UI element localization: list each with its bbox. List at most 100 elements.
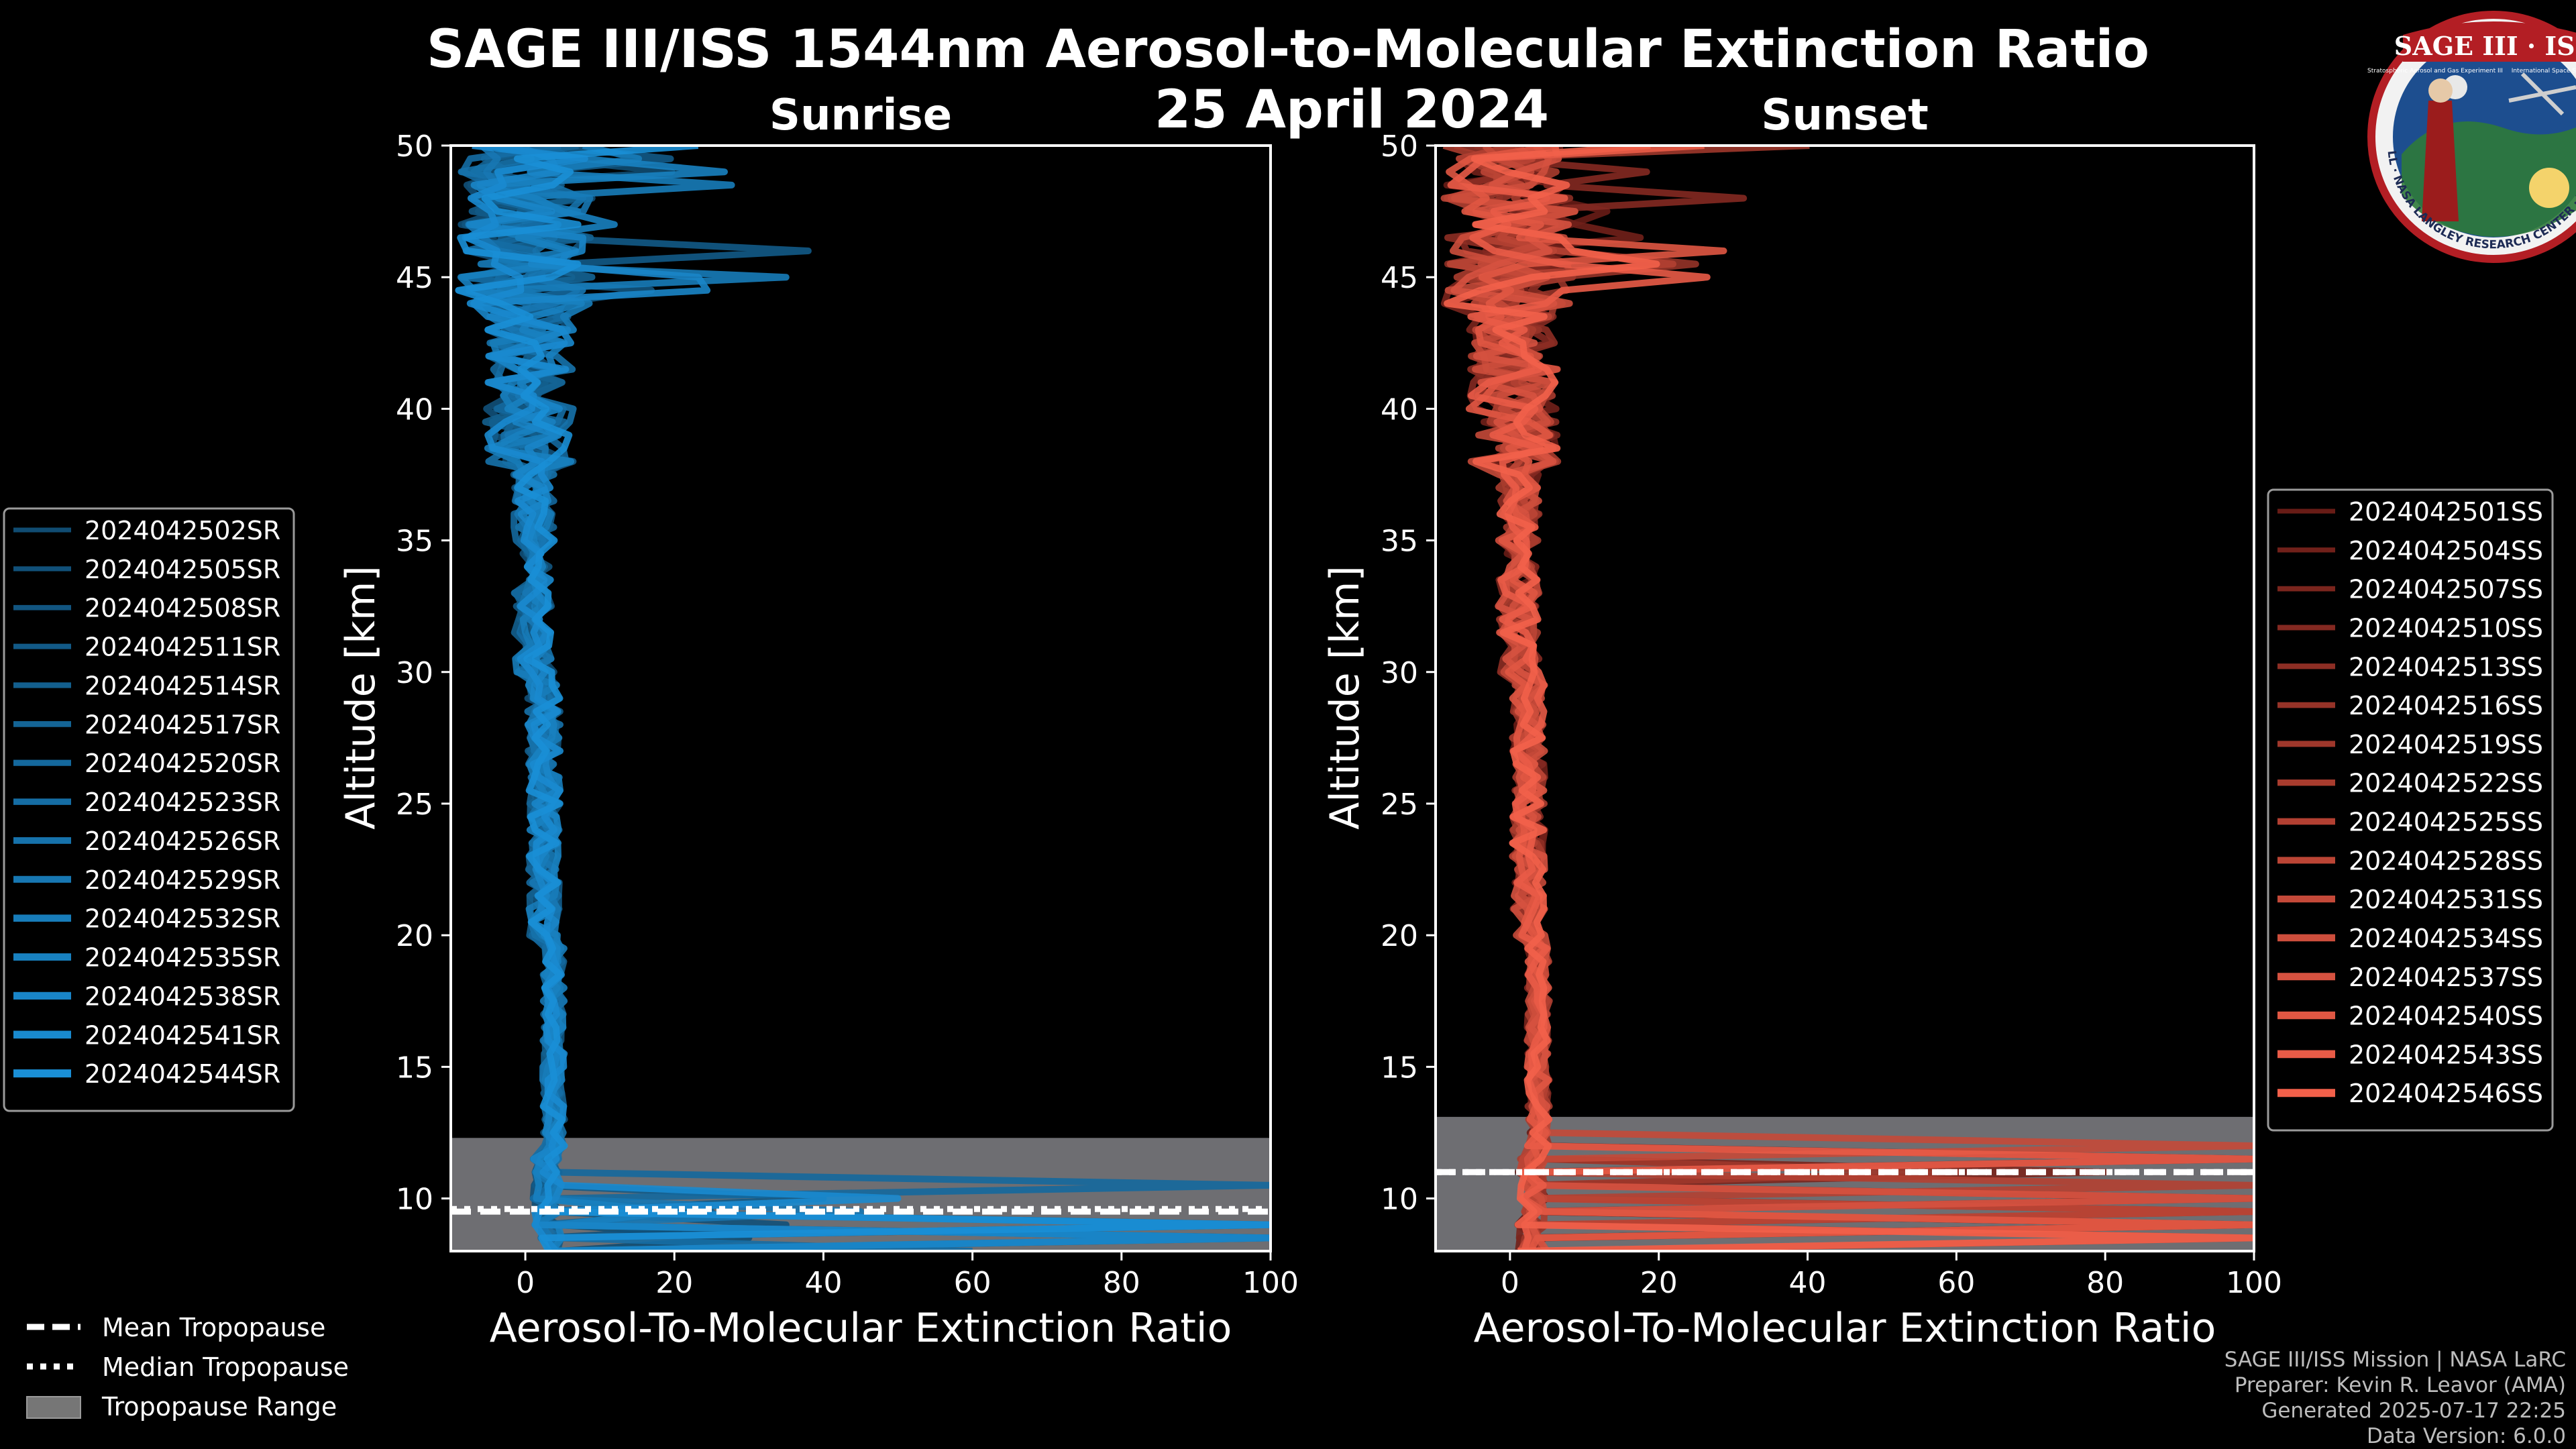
sunset-profile-2024042546SS — [1444, 146, 2254, 1251]
sunset-profile-2024042525SS — [1444, 146, 2254, 1251]
sunrise-legend-label: 2024042526SR — [85, 826, 280, 856]
sunrise-legend-label: 2024042541SR — [85, 1020, 280, 1050]
sunset-y-tick-label: 40 — [1381, 392, 1418, 427]
sunset-y-tick-label: 25 — [1381, 788, 1418, 822]
sunset-y-tick-label: 10 — [1381, 1183, 1418, 1217]
sunset-profiles — [1440, 146, 2254, 1251]
sunset-y-tick-label: 45 — [1381, 261, 1418, 295]
sunrise-y-tick-label: 50 — [396, 129, 433, 164]
sunrise-y-tick-label: 15 — [396, 1051, 433, 1085]
sunrise-legend-label: 2024042520SR — [85, 749, 280, 778]
sunrise-y-tick-label: 35 — [396, 525, 433, 559]
sunrise-x-tick-label: 80 — [1103, 1266, 1140, 1300]
sunrise-profiles — [455, 146, 1271, 1251]
sunrise-legend-label: 2024042523SR — [85, 788, 280, 817]
sunrise-y-tick-label: 25 — [396, 788, 433, 822]
sunset-y-tick-label: 15 — [1381, 1051, 1418, 1085]
footer: SAGE III/ISS Mission | NASA LaRC Prepare… — [2224, 1348, 2566, 1448]
sunset-y-tick-label: 30 — [1381, 656, 1418, 690]
sunset-legend-label: 2024042513SS — [2349, 652, 2543, 682]
sunset-x-tick-label: 60 — [1937, 1266, 1975, 1300]
footer-data-version: Data Version: 6.0.0 — [2367, 1424, 2566, 1448]
sunset-x-tick-label: 40 — [1789, 1266, 1827, 1300]
sunset-legend-label: 2024042501SS — [2349, 497, 2543, 527]
sunset-profile-2024042504SS — [1456, 146, 2254, 1251]
sunset-x-tick-label: 100 — [2226, 1266, 2282, 1300]
footer-mission: SAGE III/ISS Mission | NASA LaRC — [2224, 1348, 2566, 1372]
sunset-legend-label: 2024042504SS — [2349, 536, 2543, 566]
sunset-y-axis-label: Altitude [km] — [1322, 566, 1368, 830]
sunset-profile-2024042510SS — [1457, 146, 2254, 1251]
sunrise-legend-label: 2024042532SR — [85, 904, 280, 934]
sunset-legend-label: 2024042519SS — [2349, 730, 2543, 759]
sunset-legend-label: 2024042525SS — [2349, 808, 2543, 837]
sunset-profile-2024042531SS — [1444, 146, 2254, 1251]
sunrise-legend-label: 2024042517SR — [85, 710, 280, 739]
sunset-profile-2024042543SS — [1447, 146, 2254, 1251]
sunset-y-tick-label: 35 — [1381, 525, 1418, 559]
sunset-panel-title: Sunset — [1761, 91, 1928, 140]
sunset-x-tick-label: 80 — [2086, 1266, 2124, 1300]
sunrise-legend-label: 2024042508SR — [85, 594, 280, 623]
sunrise-chart: 0 20 40 60 80 100 10 15 20 25 30 35 40 45 50 — [396, 129, 1299, 1300]
sunrise-x-tick-label: 60 — [954, 1266, 991, 1300]
sunrise-profile-2024042508SR — [462, 146, 1271, 1251]
sunset-profile-2024042534SS — [1450, 146, 2254, 1251]
sunset-legend-label: 2024042528SS — [2349, 846, 2543, 875]
sunset-legend-label: 2024042510SS — [2349, 613, 2543, 643]
sunrise-legend-label: 2024042544SR — [85, 1059, 280, 1089]
sunrise-x-tick-label: 20 — [655, 1266, 693, 1300]
sunset-legend-label: 2024042516SS — [2349, 691, 2543, 720]
sunrise-y-tick-label: 40 — [396, 392, 433, 427]
main-title: SAGE III/ISS 1544nm Aerosol-to-Molecular… — [427, 19, 2149, 80]
sunrise-profile-2024042541SR — [464, 146, 902, 1251]
sunrise-profile-2024042544SR — [455, 146, 1271, 1251]
tropopause-legend: Mean Tropopause Median Tropopause Tropop… — [26, 1313, 349, 1421]
sunrise-legend-label: 2024042505SR — [85, 555, 280, 584]
logo-subtitle-right: International Space Station — [2512, 68, 2576, 74]
sunrise-legend-frame — [3, 507, 295, 1112]
sunset-x-tick-label: 20 — [1640, 1266, 1678, 1300]
sunrise-profile-2024042520SR — [459, 146, 1271, 1251]
sunrise-profile-2024042538SR — [466, 146, 1271, 1251]
median-tropopause-label: Median Tropopause — [102, 1352, 349, 1382]
sunrise-y-tick-label: 30 — [396, 656, 433, 690]
sunset-profile-2024042516SS — [1454, 146, 2254, 1251]
sunset-legend-label: 2024042543SS — [2349, 1040, 2543, 1069]
sunset-legend-label: 2024042507SS — [2349, 575, 2543, 604]
sunrise-profile-2024042526SR — [458, 146, 1271, 1251]
sunset-profile-2024042540SS — [1446, 146, 2254, 1251]
sunrise-profile-2024042532SR — [470, 146, 1271, 1251]
sunrise-y-tick-label: 45 — [396, 261, 433, 295]
sunset-legend-label: 2024042540SS — [2349, 1002, 2543, 1031]
sunrise-profile-2024042514SR — [479, 146, 1271, 1251]
sunrise-x-axis-label: Aerosol-To-Molecular Extinction Ratio — [490, 1305, 1232, 1352]
sunrise-y-tick-label: 20 — [396, 919, 433, 953]
sunrise-legend-label: 2024042514SR — [85, 671, 280, 700]
sunrise-legend-label: 2024042511SR — [85, 633, 280, 662]
sunset-legend: 2024042501SS 2024042504SS 2024042507SS 2024… — [2267, 488, 2554, 1132]
sunset-profile-2024042522SS — [1442, 146, 2254, 1251]
sunset-legend-label: 2024042522SS — [2349, 769, 2543, 798]
sunrise-y-axis-label: Altitude [km] — [337, 566, 384, 830]
sunset-chart: 0 20 40 60 80 100 10 15 20 25 30 35 40 45 50 — [1381, 129, 2282, 1300]
sunset-x-axis-label: Aerosol-To-Molecular Extinction Ratio — [1474, 1305, 2216, 1352]
logo-text: SAGE III · ISS — [2394, 31, 2576, 61]
sunrise-x-tick-label: 0 — [516, 1266, 535, 1300]
sunrise-legend-label: 2024042538SR — [85, 981, 280, 1011]
mean-tropopause-label: Mean Tropopause — [102, 1313, 325, 1342]
sunset-y-tick-label: 50 — [1381, 129, 1418, 164]
sunset-profile-2024042528SS — [1440, 146, 2254, 1251]
sunrise-legend: 2024042502SR 2024042505SR 2024042508SR 2024… — [3, 507, 295, 1112]
sunset-x-tick-label: 0 — [1501, 1266, 1519, 1300]
footer-preparer: Preparer: Kevin R. Leavor (AMA) — [2235, 1373, 2566, 1397]
sunset-profile-2024042537SS — [1450, 146, 2254, 1251]
logo-subtitle-left: Stratospheric Aerosol and Gas Experiment… — [2367, 68, 2503, 74]
sunset-y-tick-label: 20 — [1381, 919, 1418, 953]
sunset-profile-2024042501SS — [1443, 146, 2254, 1251]
sunset-legend-label: 2024042534SS — [2349, 924, 2543, 953]
sunset-profile-2024042513SS — [1444, 146, 2254, 1251]
sunset-legend-frame — [2267, 488, 2554, 1132]
sunset-plot-frame — [1434, 144, 2255, 1252]
